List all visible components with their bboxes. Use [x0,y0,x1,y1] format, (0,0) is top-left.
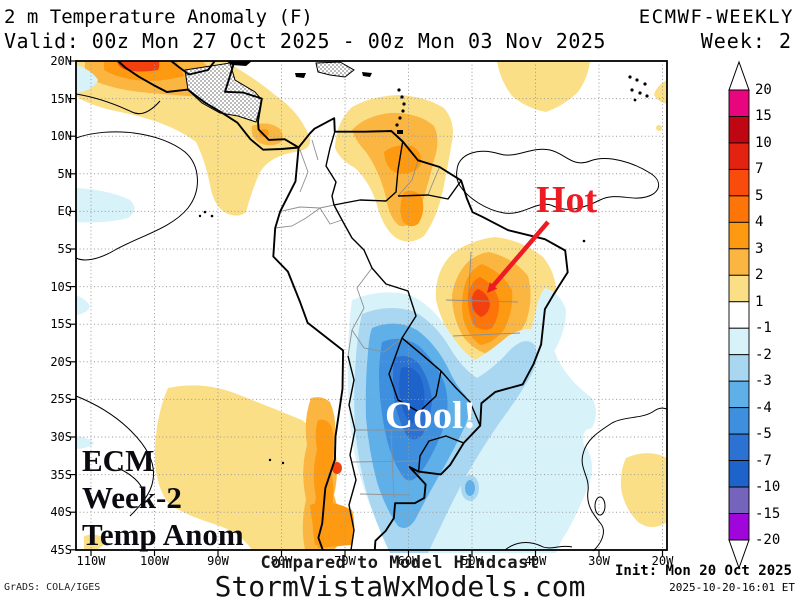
ecm-line-1: ECM [82,443,155,478]
anomaly-shading [76,61,667,553]
model-name: ECMWF-WEEKLY [638,6,794,28]
islands [198,61,649,465]
hot-annotation: Hot [536,179,598,221]
axis-ticks [69,60,664,556]
colorbar [728,60,750,570]
ecm-annotation: ECM Week-2 Temp Anom [82,442,244,553]
cool-annotation: Cool! [385,394,476,437]
site-branding: StormVistaWxModels.com [214,570,586,600]
coastlines [117,60,569,551]
valid-range: Valid: 00z Mon 27 Oct 2025 - 00z Mon 03 … [4,29,606,53]
ecm-line-2: Week-2 [82,480,182,515]
page-title: 2 m Temperature Anomaly (F) [4,6,313,28]
gridlines [76,61,667,550]
hot-arrow [487,220,550,293]
map-frame [75,60,668,551]
timestamp: 2025-10-20-16:01 ET [669,581,795,594]
grads-credit: GrADS: COLA/IGES [4,582,101,593]
country-borders-major [325,131,481,551]
anomaly-contours [75,93,668,552]
ecm-line-3: Temp Anom [82,517,244,552]
init-time: Init: Mon 20 Oct 2025 [614,563,792,579]
compare-note: Compared to Model Hindcast [260,553,540,573]
week-indicator: Week: 2 [700,29,792,53]
country-borders-minor [203,83,521,499]
stipple-areas [184,61,355,123]
